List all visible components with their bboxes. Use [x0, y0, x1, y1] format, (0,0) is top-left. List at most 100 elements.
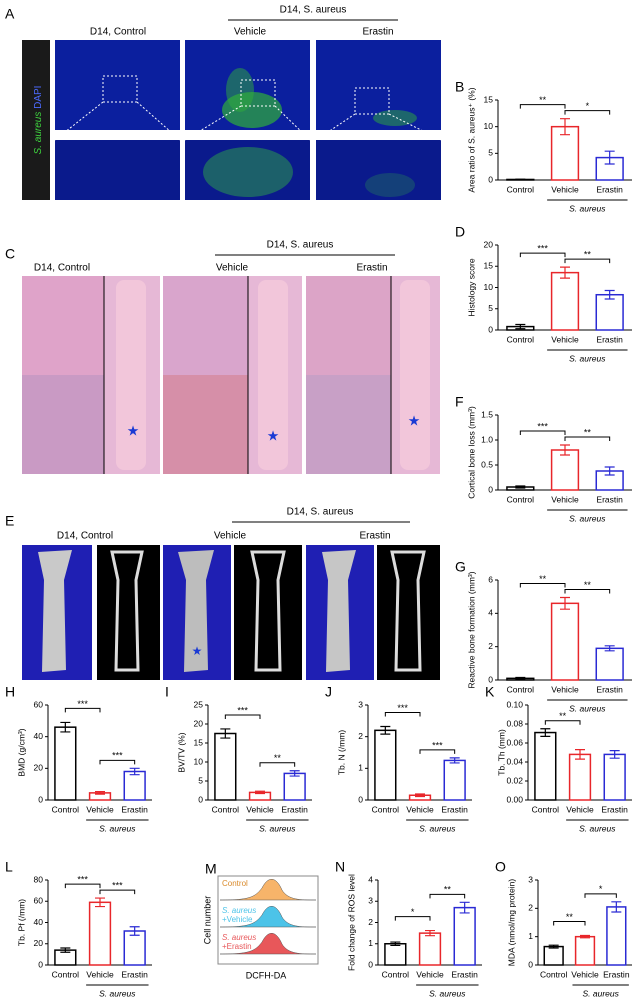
- x-tick-label: Erastin: [121, 804, 148, 814]
- y-tick-label: 0: [38, 959, 43, 969]
- panel-letter: F: [455, 394, 464, 410]
- error-bar: [611, 901, 622, 913]
- y-tick-label: 4: [368, 874, 373, 884]
- y-tick-label: 0.5: [481, 459, 493, 469]
- x-tick-label: Vehicle: [246, 804, 274, 814]
- error-bar: [604, 150, 615, 165]
- significance-label: *: [411, 907, 415, 917]
- x-tick-label: Vehicle: [571, 969, 599, 979]
- x-tick-label: Erastin: [596, 684, 623, 694]
- x-tick-label: Control: [382, 969, 410, 979]
- error-bar: [604, 645, 615, 652]
- significance-label: **: [444, 885, 452, 895]
- y-tick-label: 0.04: [506, 756, 523, 766]
- significance-label: ***: [112, 751, 123, 761]
- y-tick-label: 10: [484, 121, 494, 131]
- panel-letter: H: [5, 684, 15, 700]
- bar: [595, 647, 624, 681]
- bar: [384, 943, 407, 966]
- fluorescence-images: [54, 40, 442, 200]
- y-tick-label: 0: [528, 959, 533, 969]
- group-label: S. aureus: [569, 703, 606, 713]
- x-tick-label: Control: [372, 804, 400, 814]
- y-tick-label: 0.02: [506, 775, 523, 785]
- group-label: S. aureus: [419, 823, 456, 833]
- microct-images: ★: [22, 545, 440, 680]
- column-title: D14, Control: [90, 27, 146, 38]
- y-tick-label: 6: [488, 574, 493, 584]
- significance-label: *: [586, 101, 590, 111]
- y-tick-label: 60: [34, 896, 44, 906]
- x-tick-label: Vehicle: [551, 334, 579, 344]
- y-axis-label: Tb. Pf (/mm): [16, 899, 26, 946]
- group-label: S. aureus: [259, 823, 296, 833]
- sample-label: +Vehicle: [222, 915, 253, 924]
- column-title: Vehicle: [216, 263, 249, 274]
- histogram-ridge: [219, 879, 317, 901]
- bar: [453, 906, 476, 966]
- histogram-ridge: [219, 933, 317, 955]
- bar: [543, 945, 564, 966]
- stain-label: S. aureus DAPI: [33, 86, 44, 155]
- y-tick-label: 5: [198, 775, 203, 785]
- error-bar: [560, 596, 570, 610]
- error-bar: [95, 791, 105, 795]
- significance-bracket: [519, 104, 566, 109]
- bar: [550, 602, 580, 681]
- significance-bracket: [64, 883, 101, 889]
- y-tick-label: 40: [34, 917, 44, 927]
- group-label: S. aureus: [569, 203, 606, 213]
- error-bar: [560, 118, 570, 136]
- y-tick-label: 40: [34, 731, 44, 741]
- bar: [603, 753, 626, 801]
- significance-label: **: [539, 95, 547, 105]
- error-bar: [129, 926, 140, 936]
- error-bar: [459, 901, 470, 914]
- y-tick-label: 2: [488, 641, 493, 651]
- panel-letter: K: [485, 684, 495, 700]
- significance-label: **: [584, 580, 592, 590]
- y-tick-label: 0.00: [506, 794, 523, 804]
- panel-letter: N: [335, 859, 345, 875]
- y-tick-label: 10: [484, 282, 494, 292]
- error-bar: [289, 770, 300, 777]
- significance-bracket: [224, 714, 261, 719]
- error-bar: [560, 266, 570, 279]
- error-bar: [548, 944, 559, 949]
- svg-text:★: ★: [408, 413, 421, 429]
- bar: [283, 772, 306, 801]
- x-tick-label: Erastin: [603, 969, 630, 979]
- y-axis-label: BMD (g/cm³): [16, 728, 26, 776]
- y-tick-label: 0: [358, 794, 363, 804]
- y-tick-label: 1: [368, 938, 373, 948]
- y-axis-label: Cortical bone loss (mm³): [466, 406, 476, 499]
- x-tick-label: Erastin: [596, 184, 623, 194]
- group-label: S. aureus: [569, 513, 606, 523]
- group-label: S. aureus: [99, 988, 136, 998]
- y-tick-label: 0: [488, 324, 493, 334]
- significance-bracket: [384, 712, 421, 717]
- y-tick-label: 1: [528, 931, 533, 941]
- significance-bracket: [519, 430, 566, 435]
- panel-letter: J: [325, 684, 332, 700]
- y-tick-label: 5: [488, 148, 493, 158]
- histogram-ridge: [219, 906, 317, 928]
- y-tick-label: 2: [528, 903, 533, 913]
- sample-label: S. aureus: [222, 933, 256, 942]
- significance-bracket: [553, 921, 586, 926]
- significance-label: **: [584, 249, 592, 259]
- bar: [550, 271, 580, 331]
- x-tick-label: Control: [507, 494, 535, 504]
- y-tick-label: 10: [194, 756, 204, 766]
- panel-letter: M: [205, 861, 217, 877]
- error-bar: [129, 767, 140, 776]
- error-bar: [255, 790, 265, 795]
- y-axis-label: Tb. Th (mm): [496, 729, 506, 776]
- svg-text:★: ★: [192, 644, 203, 658]
- x-tick-label: Vehicle: [551, 184, 579, 194]
- significance-bracket: [429, 893, 466, 899]
- column-title: Erastin: [362, 27, 393, 38]
- significance-label: ***: [112, 880, 123, 890]
- y-tick-label: 0: [488, 484, 493, 494]
- bar: [574, 935, 596, 966]
